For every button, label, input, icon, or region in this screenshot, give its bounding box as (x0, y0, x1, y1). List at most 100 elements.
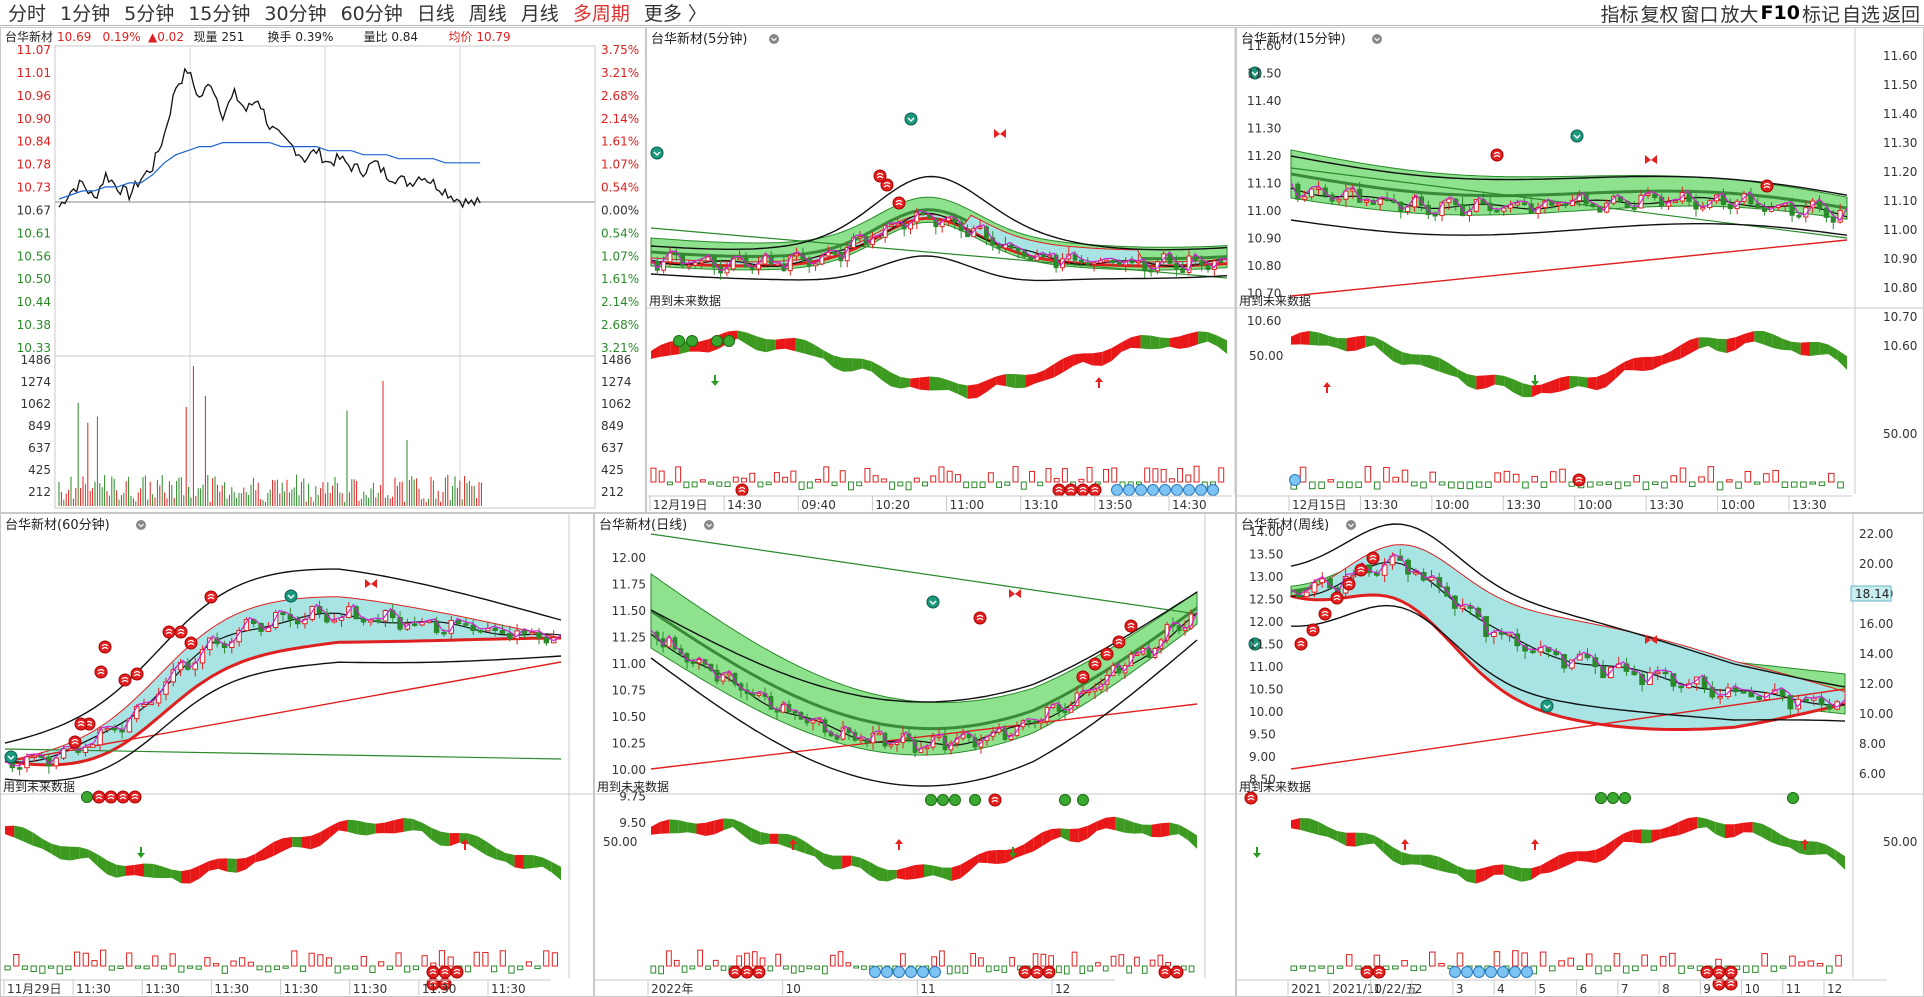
candle-body (1343, 190, 1349, 200)
volume-bar (971, 481, 978, 489)
oscillator-segment (1073, 353, 1083, 366)
oscillator-segment (929, 376, 939, 391)
red-signal-mark (743, 968, 751, 975)
volume-bar (1410, 965, 1418, 972)
blue-signal-icon (929, 966, 941, 978)
oscillator-segment (1800, 342, 1810, 357)
volume-bar (765, 481, 772, 486)
oscillator-segment (1789, 838, 1799, 854)
period-tab[interactable]: 5分钟 (124, 3, 175, 25)
volume-bar (1048, 955, 1054, 967)
oscillator-segment (1577, 851, 1587, 862)
volume-bar (273, 965, 281, 970)
menu-item[interactable]: 复权 (1640, 3, 1679, 26)
turnover: 换手 0.39% (268, 30, 334, 44)
candle-body (1762, 207, 1768, 212)
period-tab[interactable]: 日线 (416, 3, 455, 25)
volume-bar (1531, 475, 1538, 483)
oscillator-segment (804, 339, 815, 357)
candle-body (889, 224, 894, 227)
period-tab[interactable]: 15分钟 (188, 3, 251, 25)
x-axis-label: 3 (1456, 982, 1464, 996)
average-price: 均价 10.79 (449, 30, 511, 44)
volume-bar (1772, 469, 1779, 483)
y-tick-label: 10.80 (1883, 281, 1917, 295)
indicator-layer (4, 568, 562, 782)
oscillator-segment (1054, 358, 1064, 378)
volume-bar (395, 952, 402, 967)
volume-bar (1001, 965, 1008, 973)
candle-body (521, 630, 528, 634)
candle-body (894, 741, 900, 745)
volume-bar (864, 467, 871, 483)
menu-item[interactable]: 窗口 (1680, 3, 1719, 26)
oscillator-segment (1401, 852, 1412, 866)
menu-item[interactable]: 指标 (1600, 3, 1639, 26)
period-tab[interactable]: 30分钟 (264, 3, 327, 25)
average-line (58, 142, 481, 200)
y-tick-label: 10.50 (1249, 683, 1283, 697)
oscillator-segment (1624, 358, 1634, 371)
oscillator-segment (669, 819, 679, 834)
volume-bar (1308, 965, 1316, 972)
candle-body (1303, 591, 1310, 598)
period-tab[interactable]: 分时 (8, 3, 47, 25)
menu-item[interactable]: 标记 (1801, 3, 1840, 26)
menu-item[interactable]: F10 (1760, 2, 1800, 24)
menu-item[interactable]: 放大 (1720, 3, 1759, 26)
volume-bar (117, 965, 124, 969)
oscillator-segment (1826, 844, 1836, 861)
blue-signal-icon (893, 966, 905, 978)
volume-bar (856, 481, 863, 487)
oscillator-segment (1660, 826, 1670, 839)
period-tab[interactable]: 月线 (520, 3, 559, 25)
oscillator-segment (1615, 361, 1625, 379)
down-arrow-icon (711, 375, 719, 386)
candle-body (1026, 720, 1032, 723)
oscillator-segment (796, 836, 806, 854)
volume-bar (681, 965, 688, 973)
oscillator-segment (795, 337, 805, 354)
volume-bar (1669, 952, 1676, 967)
green-signal-icon (723, 335, 735, 347)
red-signal-mark (97, 668, 105, 675)
volume-bar (946, 965, 953, 975)
period-tab[interactable]: 1分钟 (60, 3, 111, 25)
candle-body (1086, 690, 1092, 694)
candle-body (492, 627, 498, 631)
upper-band-line (1290, 155, 1848, 196)
volume-bar (939, 950, 945, 967)
volume-bar (1373, 954, 1381, 967)
oscillator-segment (134, 863, 144, 877)
candle-body (1078, 259, 1084, 264)
m60-panel: 台华新材(60分钟) 用到未来数据 11月29日 11:30 11:30 11:30 11:… (0, 513, 594, 997)
period-tab[interactable]: 更多 〉 (643, 3, 707, 25)
oscillator-segment (1159, 337, 1170, 349)
volume-bar (1559, 468, 1566, 483)
candle-body (1363, 200, 1370, 203)
oscillator-segment (542, 857, 552, 873)
period-tab[interactable]: 60分钟 (340, 3, 403, 25)
menu-item[interactable]: 返回 (1881, 3, 1920, 26)
candle-body (705, 256, 711, 262)
oscillator-level: 50.00 (603, 835, 637, 849)
volume-bar (317, 954, 324, 967)
red-signal-mark (1091, 660, 1099, 667)
period-tab[interactable]: 周线 (468, 3, 507, 25)
x-axis-label: 11:30 (145, 982, 180, 996)
volume-bar (378, 961, 385, 967)
current-volume: 现量 251 (194, 30, 245, 44)
menu-item[interactable]: 自选 (1841, 3, 1880, 26)
volume-bar (954, 965, 961, 974)
volume-bar (987, 472, 994, 483)
volume-bar (447, 956, 454, 967)
candle-body (1148, 269, 1154, 273)
period-tab[interactable]: 多周期 (572, 3, 630, 25)
candle-body (141, 704, 147, 707)
volume-bar (1087, 965, 1093, 972)
volume-bar (74, 951, 81, 967)
volume-bar (1549, 965, 1556, 972)
oscillator-segment (125, 864, 135, 876)
volume-bar (1188, 965, 1195, 973)
candle-body (977, 226, 983, 229)
